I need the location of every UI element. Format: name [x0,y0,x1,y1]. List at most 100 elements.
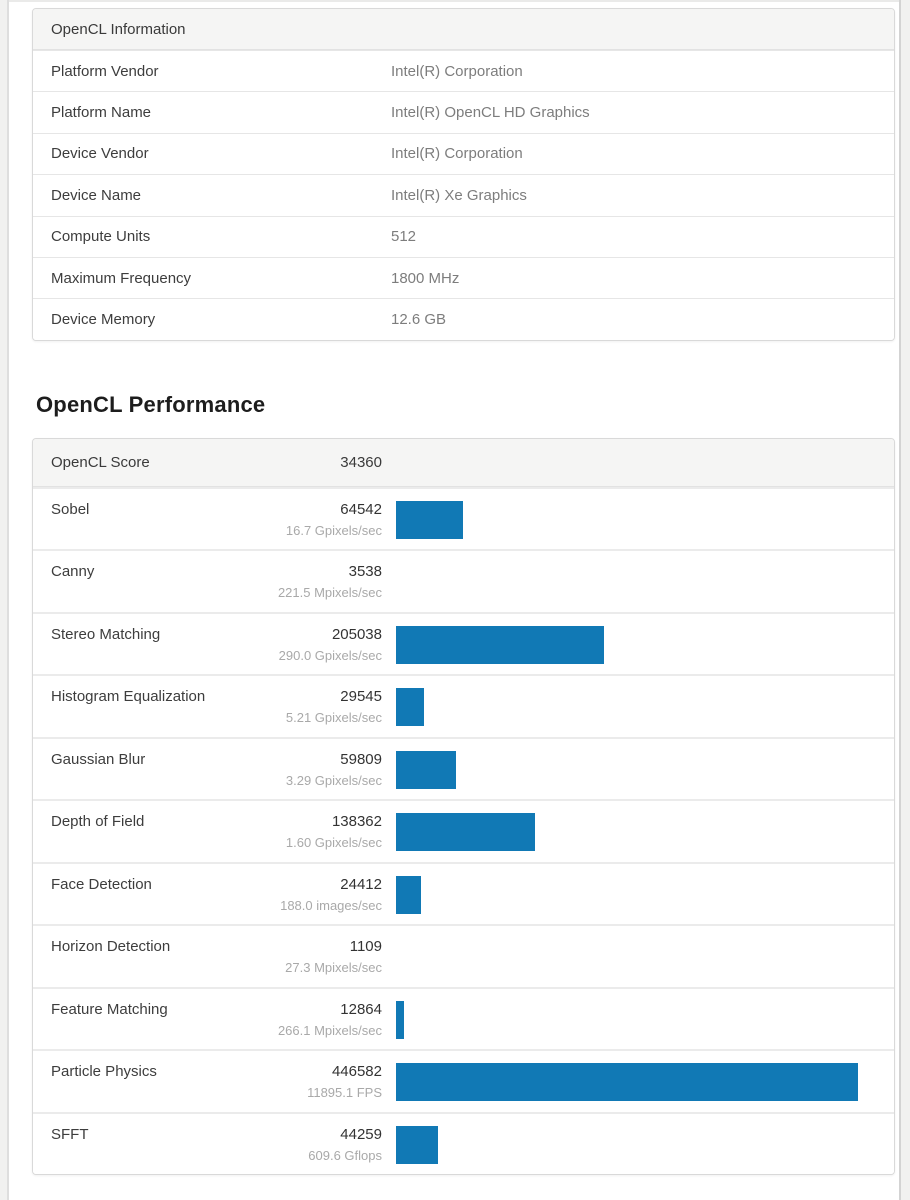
info-label: Device Vendor [51,145,149,163]
benchmark-bar-track [396,811,878,853]
opencl-information-title: OpenCL Information [51,20,186,38]
benchmark-bar [396,875,422,914]
opencl-score-header: OpenCL Score 34360 [33,438,894,487]
benchmark-score: 59809 [340,750,382,768]
benchmark-score: 3538 [348,563,382,581]
benchmark-name: SFFT [51,1125,89,1143]
benchmark-rate: 16.7 Gpixels/sec [285,522,382,538]
benchmark-row-face-detection: Face Detection 24412 188.0 images/sec [33,861,894,925]
opencl-score-value: 34360 [340,453,382,471]
benchmark-row-sfft: SFFT 44259 609.6 Gflops [33,1111,894,1175]
benchmark-score: 12864 [340,1000,382,1018]
benchmark-bar [396,500,463,539]
benchmark-score: 44259 [340,1125,382,1143]
benchmark-bar-track [396,499,878,541]
benchmark-bar-track [396,999,878,1041]
info-value: Intel(R) OpenCL HD Graphics [391,104,590,122]
info-label: Device Memory [51,311,156,329]
benchmark-rate: 27.3 Mpixels/sec [285,960,382,976]
benchmark-bar [396,1063,858,1102]
benchmark-bar [396,625,604,664]
benchmark-bar-track [396,874,878,916]
benchmark-name: Sobel [51,500,90,518]
benchmark-score: 205038 [331,625,382,643]
benchmark-rate: 266.1 Mpixels/sec [277,1022,382,1038]
info-value: Intel(R) Corporation [391,62,523,80]
benchmark-row-canny: Canny 3538 221.5 Mpixels/sec [33,549,894,612]
benchmark-score-block: 12864 266.1 Mpixels/sec [253,999,382,1041]
benchmark-name: Feature Matching [51,1000,168,1018]
benchmark-name: Face Detection [51,875,152,893]
benchmark-rate: 221.5 Mpixels/sec [277,585,382,601]
benchmark-score-block: 446582 11895.1 FPS [253,1061,382,1103]
info-label: Device Name [51,186,142,204]
benchmark-score: 29545 [340,688,382,706]
benchmark-rate: 609.6 Gflops [308,1147,382,1163]
window-right-edge [899,0,910,1200]
benchmark-row-gaussian-blur: Gaussian Blur 59809 3.29 Gpixels/sec [33,736,894,800]
info-label: Compute Units [51,228,151,246]
benchmark-rate: 11895.1 FPS [307,1085,382,1101]
benchmark-rate: 290.0 Gpixels/sec [278,647,382,663]
benchmark-rate: 1.60 Gpixels/sec [285,835,382,851]
info-label: Platform Vendor [51,62,159,80]
info-value: Intel(R) Corporation [391,145,523,163]
benchmark-row-stereo-matching: Stereo Matching 205038 290.0 Gpixels/sec [33,611,894,675]
window-left-edge [0,0,9,1200]
benchmark-score-block: 24412 188.0 images/sec [253,874,382,916]
benchmark-score-block: 64542 16.7 Gpixels/sec [253,499,382,541]
opencl-score-label: OpenCL Score [51,453,150,471]
opencl-information-header: OpenCL Information [33,9,894,50]
info-value: 12.6 GB [391,311,447,329]
opencl-performance-card: OpenCL Score 34360 Sobel 64542 16.7 Gpix… [32,437,895,1176]
benchmark-bar [396,1000,405,1039]
benchmark-bar-track [396,686,878,728]
benchmark-score-block: 3538 221.5 Mpixels/sec [253,561,382,603]
benchmark-score-block: 1109 27.3 Mpixels/sec [253,936,382,978]
benchmark-name: Particle Physics [51,1063,157,1081]
benchmark-bar-track [396,624,878,666]
benchmark-row-sobel: Sobel 64542 16.7 Gpixels/sec [33,486,894,550]
info-value: 512 [391,228,417,246]
benchmark-name: Horizon Detection [51,938,171,956]
benchmark-bar-track [396,561,878,603]
benchmark-name: Canny [51,563,95,581]
benchmark-score-block: 138362 1.60 Gpixels/sec [253,811,382,853]
benchmark-rate: 3.29 Gpixels/sec [285,772,382,788]
benchmark-score: 24412 [340,875,382,893]
benchmark-score-block: 44259 609.6 Gflops [253,1124,382,1166]
benchmark-score: 446582 [331,1063,382,1081]
benchmark-score-block: 29545 5.21 Gpixels/sec [253,686,382,728]
benchmark-bar [396,813,535,852]
info-row-device-memory: Device Memory 12.6 GB [33,298,894,340]
benchmark-name: Depth of Field [51,813,145,831]
window-top-edge [0,0,910,2]
info-label: Platform Name [51,104,152,122]
benchmark-bar [396,688,424,727]
benchmark-bar-track [396,936,878,978]
opencl-performance-heading: OpenCL Performance [36,391,266,417]
benchmark-bar-track [396,749,878,791]
benchmark-score-block: 59809 3.29 Gpixels/sec [253,749,382,791]
benchmark-row-horizon-detection: Horizon Detection 1109 27.3 Mpixels/sec [33,924,894,987]
benchmark-bar [396,750,457,789]
benchmark-score: 1109 [349,938,382,956]
info-value: Intel(R) Xe Graphics [391,186,527,204]
benchmark-bar-track [396,1061,878,1103]
benchmark-row-particle-physics: Particle Physics 446582 11895.1 FPS [33,1049,894,1112]
benchmark-score: 138362 [331,813,382,831]
info-row-platform-name: Platform Name Intel(R) OpenCL HD Graphic… [33,91,894,133]
benchmark-name: Stereo Matching [51,625,161,643]
benchmark-score: 64542 [340,500,382,518]
info-row-device-name: Device Name Intel(R) Xe Graphics [33,174,894,216]
benchmark-name: Gaussian Blur [51,750,146,768]
page-content: OpenCL Information Platform Vendor Intel… [11,2,899,1200]
info-row-platform-vendor: Platform Vendor Intel(R) Corporation [33,50,894,92]
benchmark-rate: 5.21 Gpixels/sec [285,710,382,726]
benchmark-row-feature-matching: Feature Matching 12864 266.1 Mpixels/sec [33,986,894,1050]
opencl-information-card: OpenCL Information Platform Vendor Intel… [32,8,895,341]
info-row-maximum-frequency: Maximum Frequency 1800 MHz [33,256,894,299]
benchmark-row-histogram-equalization: Histogram Equalization 29545 5.21 Gpixel… [33,674,894,737]
info-label: Maximum Frequency [51,269,192,287]
benchmark-bar [396,1125,439,1164]
